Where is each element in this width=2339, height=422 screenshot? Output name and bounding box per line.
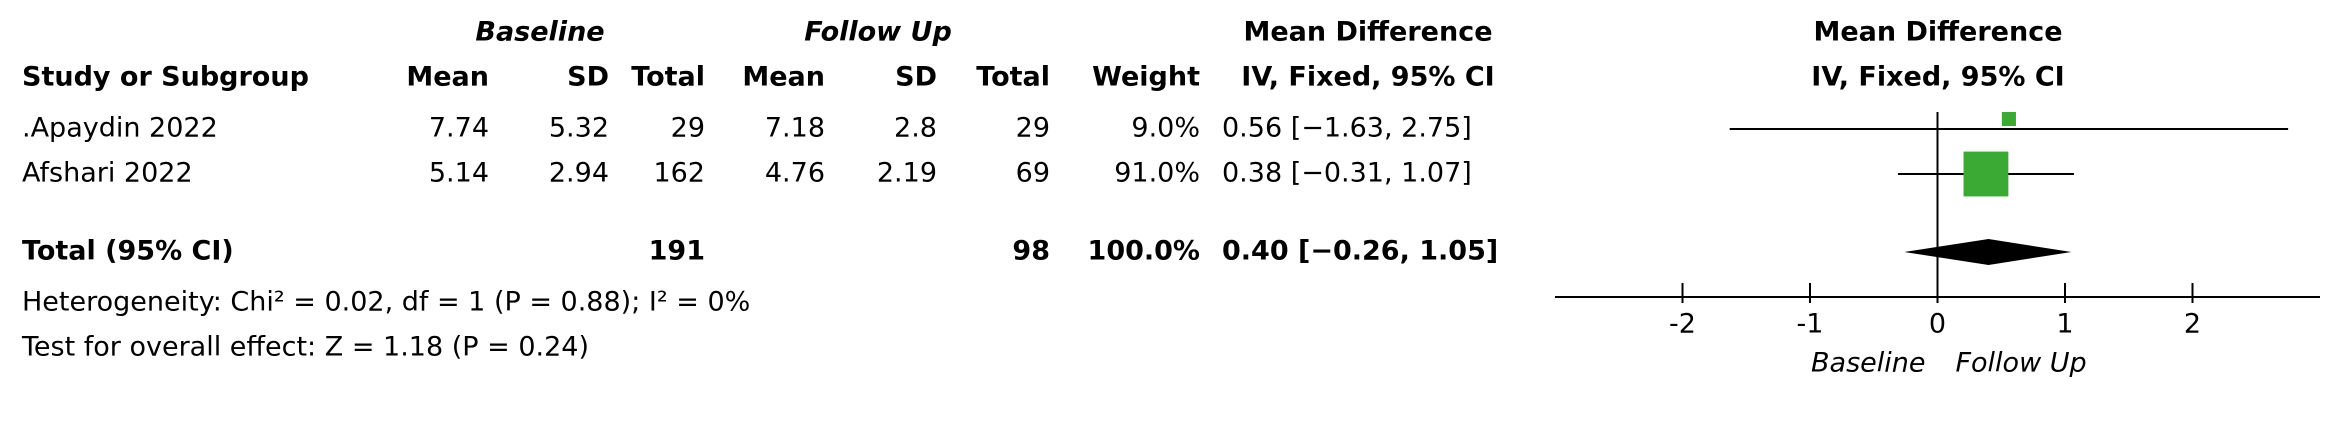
column-header: Study or Subgroup — [22, 62, 309, 93]
x-tick-label: -2 — [1669, 309, 1696, 340]
study-name: .Apaydin 2022 — [22, 113, 218, 144]
effect-header: Mean Difference — [1243, 17, 1492, 48]
group-header: Follow Up — [804, 17, 952, 48]
column-header: SD — [567, 62, 609, 93]
plot-header: IV, Fixed, 95% CI — [1811, 62, 2064, 93]
effect-square — [2001, 111, 2016, 127]
overall-effect: Test for overall effect: Z = 1.18 (P = 0… — [21, 332, 589, 363]
ci-text: 0.56 [−1.63, 2.75] — [1222, 113, 1472, 144]
cell: 5.14 — [429, 158, 489, 189]
total-weight: 100.0% — [1088, 236, 1200, 267]
summary-diamond — [1904, 239, 2072, 265]
column-header: Weight — [1092, 62, 1200, 93]
cell: 2.94 — [549, 158, 609, 189]
total-n: 98 — [1012, 236, 1050, 267]
plot-header: Mean Difference — [1813, 17, 2062, 48]
cell: 5.32 — [549, 113, 609, 144]
cell: 7.74 — [429, 113, 489, 144]
group-header: Baseline — [475, 17, 604, 48]
column-header: Total — [976, 62, 1050, 93]
column-header: Total — [631, 62, 705, 93]
cell: 162 — [653, 158, 705, 189]
column-header: Mean — [406, 62, 489, 93]
x-axis-label: Baseline — [1811, 348, 1925, 379]
total-name: Total (95% CI) — [22, 236, 234, 267]
column-header: Mean — [742, 62, 825, 93]
column-header: SD — [895, 62, 937, 93]
cell: 69 — [1016, 158, 1050, 189]
x-axis-label: Follow Up — [1956, 348, 2087, 379]
cell: 4.76 — [765, 158, 825, 189]
weight: 91.0% — [1114, 158, 1200, 189]
cell: 29 — [1016, 113, 1050, 144]
cell: 7.18 — [765, 113, 825, 144]
effect-header: IV, Fixed, 95% CI — [1241, 62, 1494, 93]
x-tick-label: 0 — [1929, 309, 1946, 340]
cell: 2.8 — [894, 113, 937, 144]
x-tick-label: 1 — [2056, 309, 2073, 340]
cell: 2.19 — [877, 158, 937, 189]
heterogeneity: Heterogeneity: Chi² = 0.02, df = 1 (P = … — [22, 287, 750, 318]
total-n: 191 — [649, 236, 705, 267]
study-name: Afshari 2022 — [22, 158, 193, 189]
x-tick-label: -1 — [1797, 309, 1824, 340]
ci-text: 0.38 [−0.31, 1.07] — [1222, 158, 1472, 189]
cell: 29 — [671, 113, 705, 144]
total-ci-text: 0.40 [−0.26, 1.05] — [1222, 236, 1498, 267]
x-tick-label: 2 — [2184, 309, 2201, 340]
effect-square — [1963, 151, 2009, 197]
weight: 9.0% — [1131, 113, 1200, 144]
